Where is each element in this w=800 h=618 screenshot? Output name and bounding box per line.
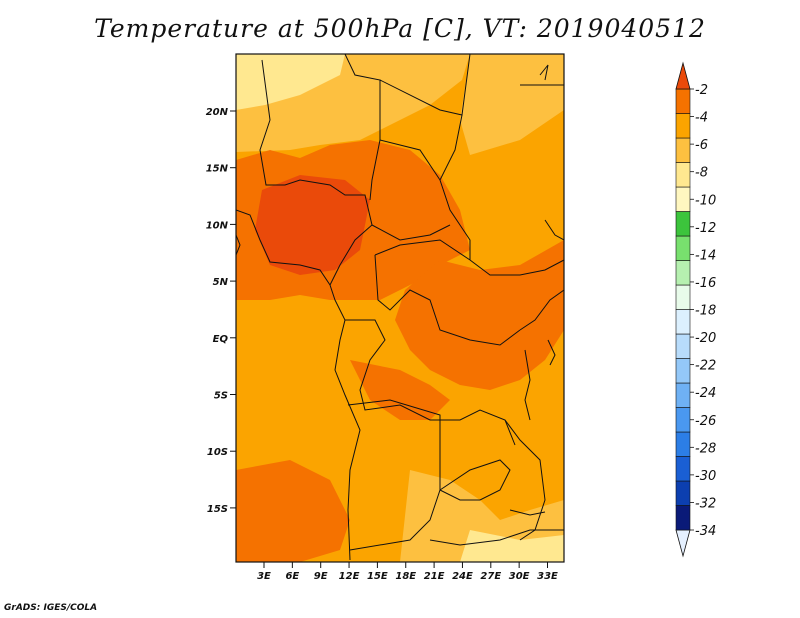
lat-tick-label: 5S	[214, 391, 228, 402]
lon-tick-label: 12E	[339, 571, 360, 582]
field-south-10	[460, 530, 564, 562]
colorbar-label: -28	[695, 441, 716, 456]
lon-tick-label: 33E	[537, 571, 558, 582]
lon-tick-label: 30E	[509, 571, 530, 582]
colorbar-label: -24	[695, 386, 716, 401]
latitude-axis: 20N 15N 10N 5N EQ 5S 10S 15S	[206, 107, 236, 515]
colorbar-box	[675, 211, 691, 237]
colorbar-label: -22	[695, 359, 716, 374]
lon-tick-label: 21E	[424, 571, 445, 582]
colorbar-label: -26	[695, 414, 716, 429]
colorbar-top-arrow	[675, 61, 691, 90]
lat-tick-label: 5N	[213, 277, 229, 288]
colorbar: -2 -4 -6 -8 -10 -12 -14 -16 -18 -20 -22 -24 -26 -28 -3…	[675, 61, 716, 558]
colorbar-box	[675, 456, 691, 482]
colorbar-box	[675, 382, 691, 408]
colorbar-label: -10	[695, 193, 716, 208]
lat-tick-label: 10S	[207, 447, 228, 458]
longitude-axis: 3E 6E 9E 12E 15E 18E 21E 24E 27E 30E 33E	[257, 562, 558, 582]
field-congo-4	[350, 360, 450, 420]
colorbar-label: -18	[695, 304, 716, 319]
colorbar-box	[675, 505, 691, 531]
colorbar-label: -14	[695, 248, 716, 263]
colorbar-box	[675, 88, 691, 114]
lat-tick-label: EQ	[213, 334, 229, 345]
colorbar-label: -16	[695, 276, 716, 291]
colorbar-box	[675, 137, 691, 163]
grads-credit: GrADS: IGES/COLA	[4, 603, 98, 613]
field-south-8	[400, 470, 564, 562]
colorbar-label: -2	[695, 83, 708, 98]
colorbar-bottom-arrow	[675, 529, 691, 558]
map-title: Temperature at 500hPa [C], VT: 201904051…	[94, 14, 706, 43]
colorbar-box	[675, 162, 691, 188]
lon-tick-label: 27E	[480, 571, 501, 582]
map-frame	[235, 53, 565, 563]
colorbar-box	[675, 186, 691, 212]
colorbar-label: -20	[695, 331, 716, 346]
country-borders	[236, 54, 564, 561]
lon-tick-label: 3E	[257, 571, 271, 582]
temperature-field	[236, 54, 564, 562]
field-nigeria-deep	[255, 175, 370, 275]
colorbar-box	[675, 284, 691, 310]
lon-tick-label: 15E	[367, 571, 388, 582]
lon-tick-label: 6E	[285, 571, 299, 582]
colorbar-label: -8	[695, 166, 708, 181]
colorbar-label: -32	[695, 496, 716, 511]
lon-tick-label: 18E	[395, 571, 416, 582]
colorbar-label: -30	[695, 469, 716, 484]
colorbar-label: -12	[695, 221, 716, 236]
colorbar-box	[675, 309, 691, 335]
colorbar-box	[675, 113, 691, 139]
lat-tick-label: 20N	[206, 107, 229, 118]
field-sw-4	[236, 460, 350, 562]
colorbar-box	[675, 480, 691, 506]
colorbar-box	[675, 358, 691, 384]
colorbar-label: -6	[695, 138, 708, 153]
lat-tick-label: 10N	[206, 220, 229, 231]
field-east-4	[395, 240, 564, 390]
colorbar-box	[675, 235, 691, 261]
colorbar-box	[675, 407, 691, 433]
colorbar-label: -4	[695, 111, 708, 126]
field-ne-8	[460, 54, 564, 155]
colorbar-box	[675, 260, 691, 286]
colorbar-box	[675, 333, 691, 359]
colorbar-box	[675, 431, 691, 457]
colorbar-label: -34	[695, 524, 716, 539]
lat-tick-label: 15N	[206, 164, 229, 175]
lon-tick-label: 24E	[452, 571, 473, 582]
lon-tick-label: 9E	[314, 571, 328, 582]
lat-tick-label: 15S	[207, 504, 228, 515]
